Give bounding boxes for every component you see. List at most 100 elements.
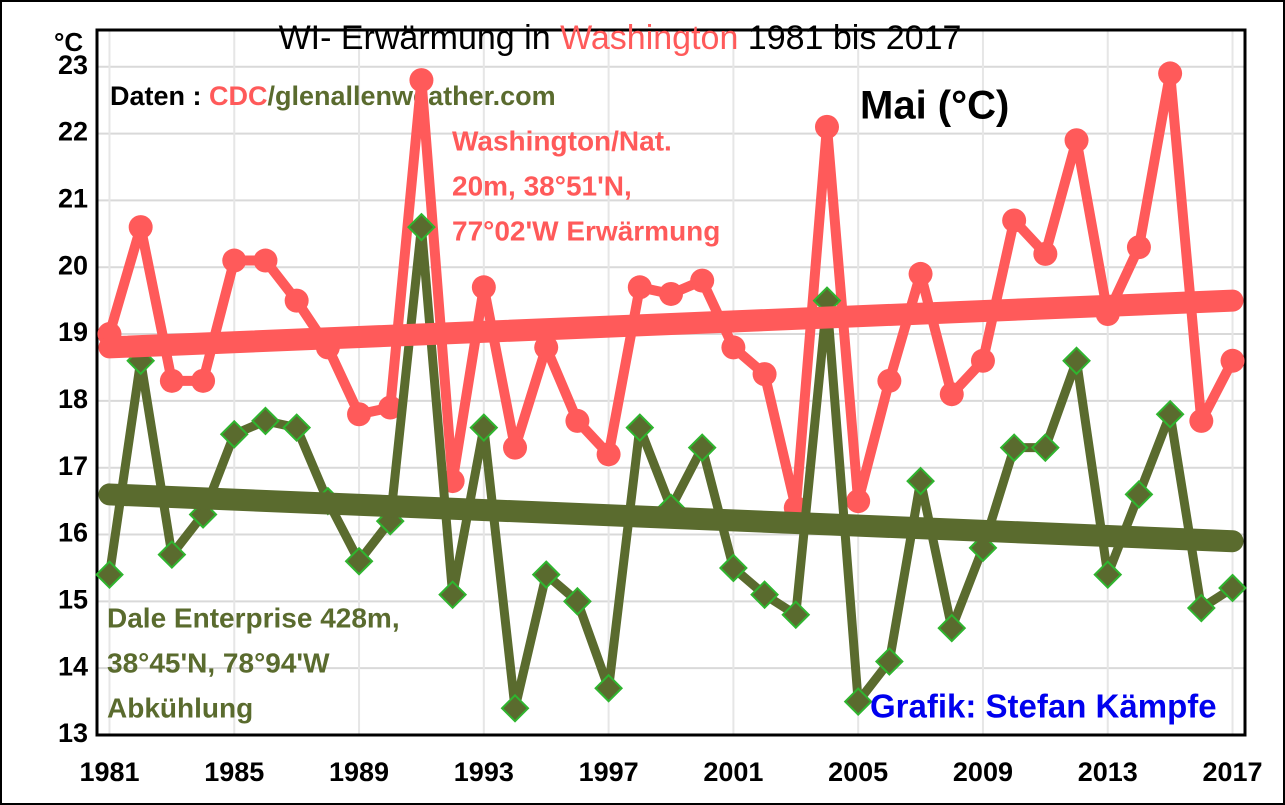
marker	[750, 580, 780, 610]
marker	[1033, 241, 1058, 266]
x-tick-label: 2001	[703, 757, 763, 787]
marker	[690, 268, 715, 293]
marker	[95, 560, 124, 590]
marker	[409, 68, 434, 93]
marker	[1158, 61, 1183, 86]
marker	[687, 433, 717, 463]
x-tick-label: 1993	[454, 757, 514, 787]
annotation: Dale Enterprise 428m,	[107, 602, 400, 633]
marker	[814, 114, 839, 139]
marker	[219, 419, 249, 449]
marker	[438, 580, 468, 610]
marker	[1189, 408, 1214, 433]
annotation: Grafik: Stefan Kämpfe	[870, 688, 1217, 725]
marker	[1002, 208, 1027, 233]
marker	[874, 647, 904, 676]
marker	[659, 281, 683, 306]
x-tick-label: 1985	[204, 757, 264, 787]
marker	[253, 248, 278, 273]
annotation: 20m, 38°51'N,	[452, 170, 632, 201]
marker	[531, 560, 561, 590]
marker	[344, 546, 374, 576]
y-tick-label: 13	[58, 718, 88, 748]
plot-frame	[95, 28, 1247, 737]
marker	[718, 553, 748, 583]
marker	[222, 248, 247, 273]
marker	[469, 413, 499, 443]
x-tick-label: 1981	[79, 757, 139, 787]
x-tick-label: 2017	[1202, 757, 1262, 787]
marker	[1093, 560, 1123, 590]
marker	[282, 413, 312, 443]
source: Daten : CDC/glenallenweather.com	[110, 81, 556, 111]
marker	[500, 693, 530, 723]
marker	[625, 413, 655, 443]
y-tick-label: 16	[58, 518, 88, 548]
marker	[1220, 348, 1245, 373]
marker	[846, 489, 871, 514]
title-part: WI- Erwärmung in	[279, 19, 561, 57]
y-tick-label: 17	[58, 451, 88, 481]
marker	[908, 261, 933, 286]
y-tick-label: 19	[58, 317, 88, 347]
marker	[1155, 399, 1185, 429]
marker	[251, 406, 280, 436]
marker	[906, 466, 935, 496]
marker	[565, 408, 590, 433]
marker	[999, 433, 1029, 463]
marker	[128, 215, 153, 240]
y-tick-label: 15	[58, 584, 88, 614]
y-unit: °C	[54, 27, 83, 57]
x-tick-label: 2013	[1078, 757, 1138, 787]
marker	[284, 288, 309, 313]
marker	[1030, 433, 1060, 463]
marker	[347, 402, 372, 427]
marker	[594, 673, 624, 703]
marker	[1124, 480, 1154, 509]
marker	[877, 368, 902, 393]
y-tick-label: 14	[58, 651, 88, 681]
annotation: 38°45'N, 78°94'W	[107, 647, 330, 678]
marker	[781, 600, 811, 630]
title-part: 1981 bis 2017	[738, 19, 961, 57]
marker	[843, 687, 873, 717]
marker	[191, 368, 216, 393]
y-tick-label: 18	[58, 384, 88, 414]
marker	[752, 362, 777, 387]
marker	[596, 442, 621, 467]
y-tick-label: 22	[58, 117, 88, 147]
y-tick-label: 21	[58, 184, 88, 214]
marker	[503, 435, 528, 460]
annotation: 77°02'W Erwärmung	[452, 215, 720, 246]
trend-line	[98, 289, 1244, 359]
marker	[159, 368, 184, 393]
marker	[534, 335, 559, 360]
annotation: Abkühlung	[107, 692, 253, 723]
x-tick-label: 2005	[828, 757, 888, 787]
trend-line	[98, 483, 1244, 553]
marker	[1064, 128, 1089, 153]
chart-title: WI- Erwärmung in Washington 1981 bis 201…	[279, 19, 962, 57]
subtitle: Mai (°C)	[860, 84, 1009, 128]
marker	[407, 212, 436, 242]
marker	[937, 613, 967, 643]
marker	[627, 275, 652, 300]
x-tick-label: 1989	[329, 757, 389, 787]
y-tick-label: 23	[58, 50, 88, 80]
marker	[378, 395, 403, 420]
marker	[562, 586, 592, 616]
title-part: Washington	[560, 19, 738, 57]
marker	[1062, 346, 1091, 376]
marker	[1218, 573, 1247, 603]
x-tick-label: 1997	[579, 757, 639, 787]
marker	[1186, 593, 1216, 623]
source-part: Daten :	[110, 81, 209, 111]
marker	[471, 275, 496, 300]
x-tick-label: 2009	[953, 757, 1013, 787]
y-tick-label: 20	[58, 250, 88, 280]
marker	[721, 335, 746, 360]
marker	[1126, 235, 1151, 260]
source-part: CDC	[209, 81, 268, 111]
